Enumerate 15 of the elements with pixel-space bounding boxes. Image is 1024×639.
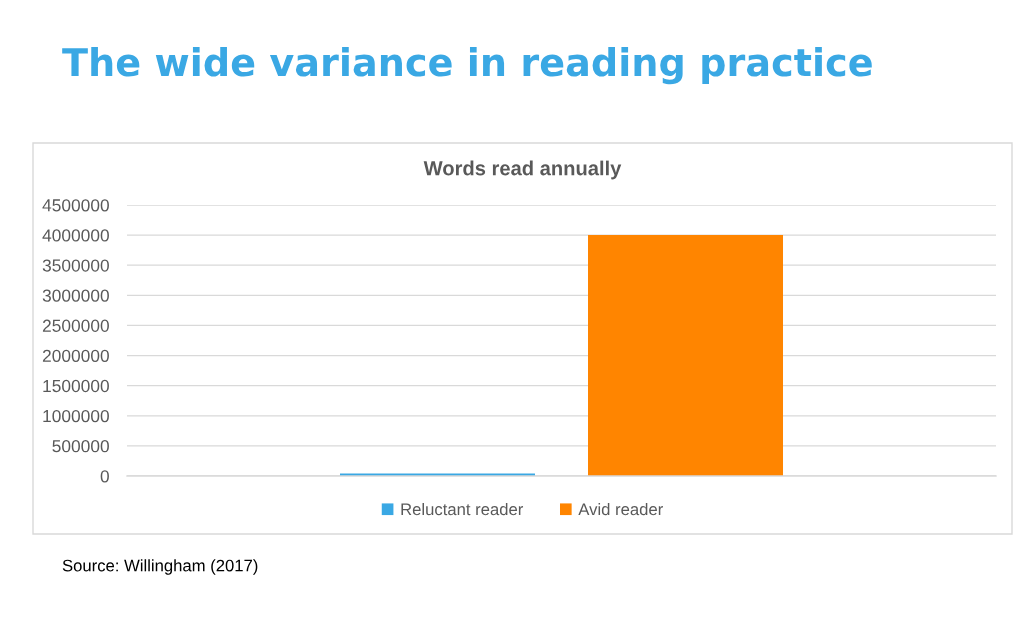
y-tick-label: 2500000	[42, 319, 109, 332]
legend-label: Reluctant reader	[401, 503, 524, 516]
y-tick-label: 4000000	[42, 229, 109, 242]
y-tick-label: 3500000	[42, 259, 109, 272]
chart-title: The wide variance in reading practice	[62, 46, 872, 85]
source-note: Source: Willingham (2017)	[62, 559, 258, 575]
y-tick-label: 2000000	[42, 349, 109, 363]
y-tick-label: 3000000	[42, 289, 109, 302]
y-tick-label: 0	[100, 470, 109, 483]
legend-label: Avid reader	[578, 503, 663, 516]
y-tick-label: 4500000	[42, 199, 109, 212]
y-tick-label: 500000	[52, 440, 109, 453]
y-tick-label: 1000000	[43, 409, 109, 423]
y-tick-label: 1500000	[43, 379, 109, 393]
chart-subtitle: Words read annually	[423, 160, 622, 180]
